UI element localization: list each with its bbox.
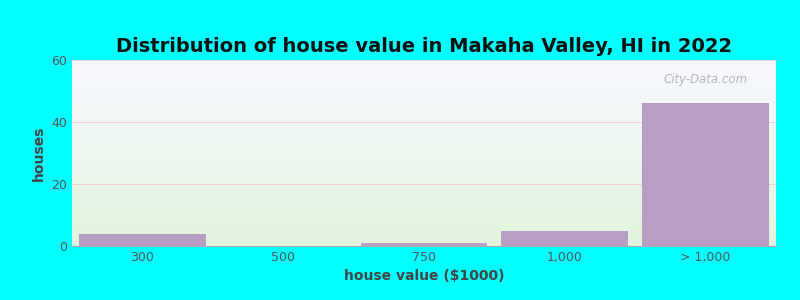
Y-axis label: houses: houses <box>32 125 46 181</box>
Bar <box>642 103 769 246</box>
X-axis label: house value ($1000): house value ($1000) <box>344 269 504 284</box>
Title: Distribution of house value in Makaha Valley, HI in 2022: Distribution of house value in Makaha Va… <box>116 37 732 56</box>
Bar <box>361 243 487 246</box>
Text: City-Data.com: City-Data.com <box>664 73 748 86</box>
Bar <box>502 230 628 246</box>
Bar <box>79 234 206 246</box>
